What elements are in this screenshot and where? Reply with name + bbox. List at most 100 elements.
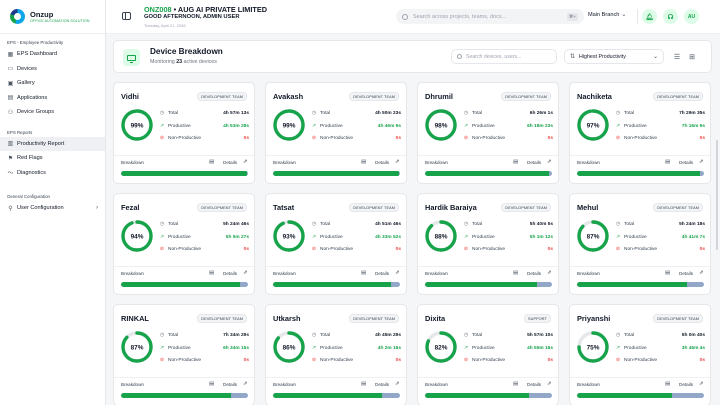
external-link-icon[interactable]: ⇗ [699, 270, 704, 276]
details-link[interactable]: Details [375, 382, 390, 387]
sidebar-toggle-icon[interactable] [122, 12, 131, 20]
details-link[interactable]: Details [527, 382, 542, 387]
productive-time: 3h 46m 4s [681, 345, 705, 351]
stat-non-productive: ⊘ Non-Productive 0s [159, 135, 249, 141]
sidebar-item-diagnostics[interactable]: 〜 Diagnostics [0, 166, 105, 181]
document-icon[interactable]: ▤ [361, 270, 367, 276]
document-icon[interactable]: ▤ [665, 381, 671, 387]
productivity-percent: 98% [435, 122, 448, 129]
device-card[interactable]: Nachiketa DEVELOPMENT TEAM 97% ◷ Total 7… [569, 82, 711, 184]
breakdown-bar-fill [577, 171, 701, 176]
trend-up-icon: ↗ [159, 345, 165, 351]
stat-label: Productive [168, 345, 191, 351]
device-card[interactable]: Hardik Baraiya DEVELOPMENT TEAM 88% ◷ To… [417, 193, 559, 295]
device-card[interactable]: Priyanshi DEVELOPMENT TEAM 75% ◷ Total 5… [569, 304, 711, 405]
sidebar-item-gallery[interactable]: ▣ Gallery [0, 76, 105, 91]
breakdown-label: Breakdown [273, 160, 296, 165]
monitoring-suffix: active devices [183, 59, 217, 65]
clock-icon: ◷ [311, 332, 317, 338]
chevron-down-icon: ⌄ [621, 12, 627, 18]
trend-up-icon: ↗ [311, 345, 317, 351]
external-link-icon[interactable]: ⇗ [395, 159, 400, 165]
details-link[interactable]: Details [527, 160, 542, 165]
productivity-ring: 99% [121, 109, 153, 141]
external-link-icon[interactable]: ⇗ [243, 381, 248, 387]
document-icon[interactable]: ▤ [209, 270, 215, 276]
details-link[interactable]: Details [375, 160, 390, 165]
device-card[interactable]: Mehul DEVELOPMENT TEAM 87% ◷ Total 5h 24… [569, 193, 711, 295]
document-icon[interactable]: ▤ [513, 159, 519, 165]
productivity-ring-fill [425, 220, 457, 252]
team-badge: DEVELOPMENT TEAM [653, 314, 703, 323]
details-link[interactable]: Details [679, 271, 694, 276]
details-link[interactable]: Details [679, 160, 694, 165]
details-link[interactable]: Details [223, 160, 238, 165]
brand[interactable]: Onzup OFFICE AUTOMATION SOLUTION [0, 0, 105, 34]
external-link-icon[interactable]: ⇗ [547, 270, 552, 276]
device-card[interactable]: Dhrumil DEVELOPMENT TEAM 98% ◷ Total 6h … [417, 82, 559, 184]
external-link-icon[interactable]: ⇗ [243, 270, 248, 276]
stat-label: Non-Productive [320, 135, 354, 141]
stat-non-productive: ⊘ Non-Productive 0s [311, 135, 401, 141]
breakdown-bar [425, 282, 552, 287]
sidebar-item-device-groups[interactable]: ⚇ Device Groups [0, 105, 105, 120]
device-card[interactable]: Fezal DEVELOPMENT TEAM 94% ◷ Total 5h 24… [113, 193, 255, 295]
document-icon[interactable]: ▤ [665, 270, 671, 276]
stat-total: ◷ Total 5h 24m 18s [615, 221, 705, 227]
document-icon[interactable]: ▤ [513, 270, 519, 276]
details-link[interactable]: Details [223, 271, 238, 276]
details-link[interactable]: Details [375, 271, 390, 276]
document-icon[interactable]: ▤ [209, 381, 215, 387]
external-link-icon[interactable]: ⇗ [547, 159, 552, 165]
external-link-icon[interactable]: ⇗ [243, 159, 248, 165]
sidebar-item-red-flags[interactable]: ⚑ Red Flags [0, 151, 105, 166]
device-card[interactable]: Utkarsh DEVELOPMENT TEAM 86% ◷ Total 4h … [265, 304, 407, 405]
list-view-icon[interactable]: ☰ [673, 53, 681, 61]
scrollbar[interactable] [716, 140, 718, 250]
sidebar-item-applications[interactable]: ▤ Applications [0, 91, 105, 106]
global-search-input[interactable]: Search across projects, teams, docs... ⌘… [396, 9, 584, 24]
branch-selector[interactable]: Main Branch ⌄ [588, 11, 626, 18]
non-productive-time: 0s [699, 357, 705, 363]
device-search-input[interactable]: Search devices, users... [451, 49, 557, 64]
stat-label: Non-Productive [472, 357, 506, 363]
sidebar-item-eps-dashboard[interactable]: ▦ EPS Dashboard [0, 47, 105, 62]
alert-icon: ⊘ [311, 246, 317, 252]
external-link-icon[interactable]: ⇗ [395, 381, 400, 387]
details-link[interactable]: Details [679, 382, 694, 387]
document-icon[interactable]: ▤ [209, 159, 215, 165]
document-icon[interactable]: ▤ [361, 159, 367, 165]
device-card[interactable]: RINKAL DEVELOPMENT TEAM 87% ◷ Total 7h 3… [113, 304, 255, 405]
document-icon[interactable]: ▤ [513, 381, 519, 387]
sidebar-item-user-configuration[interactable]: ⚲ User Configuration › [0, 201, 105, 216]
device-card[interactable]: Tatsat DEVELOPMENT TEAM 93% ◷ Total 4h 5… [265, 193, 407, 295]
sidebar-item-devices[interactable]: ▭ Devices [0, 62, 105, 77]
stat-label: Non-Productive [168, 135, 202, 141]
trend-up-icon: ↗ [615, 123, 621, 129]
details-link[interactable]: Details [223, 382, 238, 387]
device-user-name: Mehul [577, 203, 599, 212]
external-link-icon[interactable]: ⇗ [395, 270, 400, 276]
productivity-percent: 86% [283, 344, 296, 351]
avatar[interactable]: AU [684, 9, 699, 24]
stat-label: Non-Productive [472, 246, 506, 252]
device-card[interactable]: Dixita SUPPORT 82% ◷ Total 5h 57m 10s ↗ … [417, 304, 559, 405]
monitoring-prefix: Monitoring [150, 59, 175, 65]
headset-support-icon[interactable]: ☊ [663, 9, 678, 24]
external-link-icon[interactable]: ⇗ [699, 381, 704, 387]
device-card[interactable]: Avakash DEVELOPMENT TEAM 99% ◷ Total 4h … [265, 82, 407, 184]
user-icon: ⚲ [8, 205, 13, 212]
sidebar-item-productivity-report[interactable]: ▥ Productivity Report [0, 136, 105, 151]
grid-view-icon[interactable]: ⊞ [689, 53, 695, 61]
document-icon[interactable]: ▤ [361, 381, 367, 387]
sort-select[interactable]: ⇅ Highest Productivity ⌄ [564, 49, 664, 64]
breakdown-bar [425, 393, 552, 398]
productivity-percent: 99% [283, 122, 296, 129]
device-card[interactable]: Vidhi DEVELOPMENT TEAM 99% ◷ Total 4h 57… [113, 82, 255, 184]
external-link-icon[interactable]: ⇗ [547, 381, 552, 387]
document-icon[interactable]: ▤ [665, 159, 671, 165]
external-link-icon[interactable]: ⇗ [699, 159, 704, 165]
stat-label: Total [168, 221, 179, 227]
details-link[interactable]: Details [527, 271, 542, 276]
notifications-bell-icon[interactable]: 🔔︎ [642, 9, 657, 24]
